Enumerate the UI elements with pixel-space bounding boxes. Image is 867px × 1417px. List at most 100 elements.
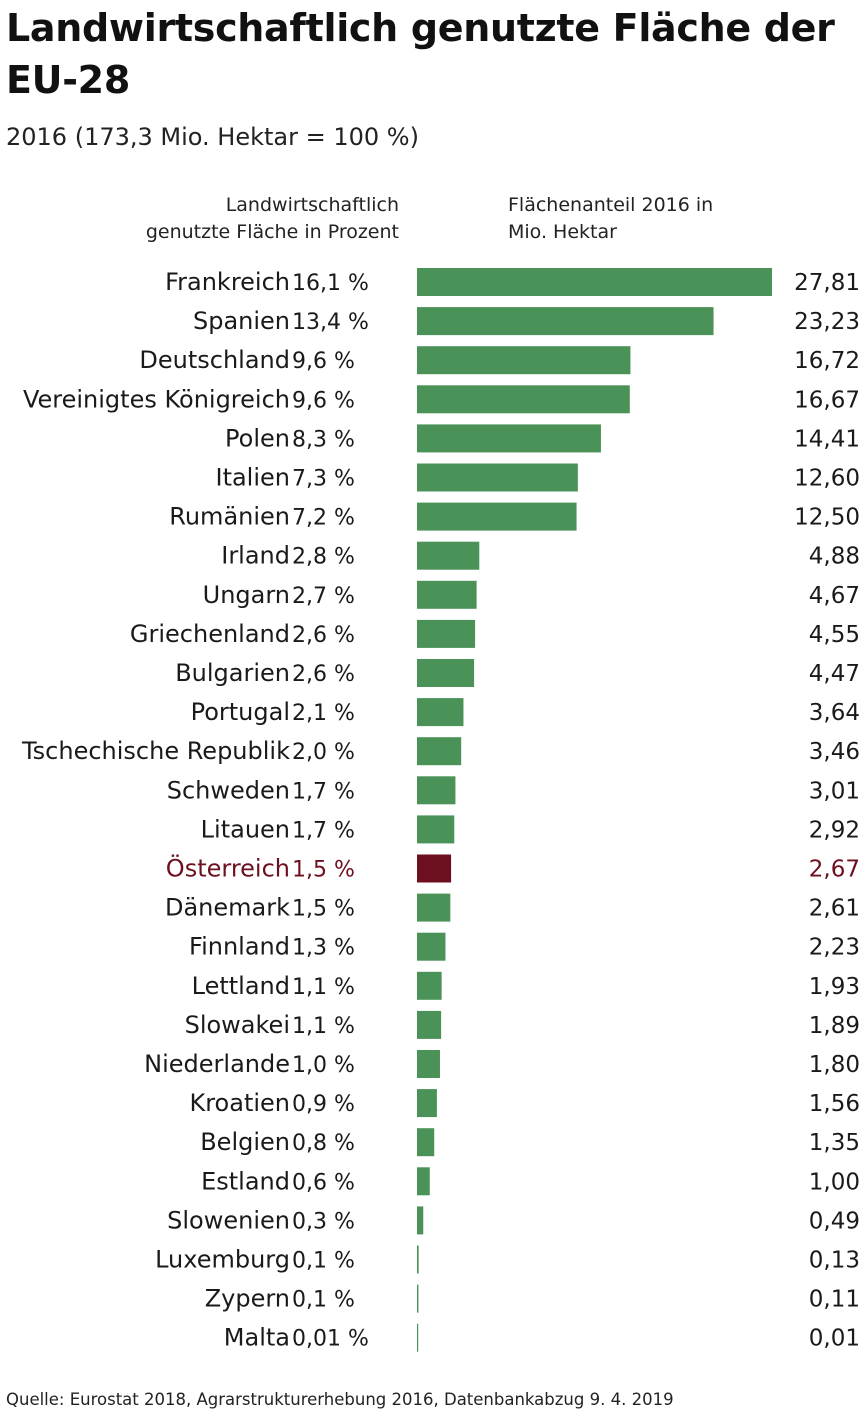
category-label-slowakei: Slowakei: [185, 1011, 290, 1039]
percent-label-deutschland: 9,6 %: [292, 349, 355, 374]
percent-label-griechenland: 2,6 %: [292, 623, 355, 648]
column-header-percent: Landwirtschaftlich genutzte Fläche in Pr…: [79, 192, 399, 246]
bar-schweden: [417, 776, 456, 805]
category-label-griechenland: Griechenland: [130, 620, 290, 648]
value-label-tschechische-republik: 3,46: [809, 739, 860, 765]
bar-vereinigtes-koenigreich: [417, 385, 630, 414]
column-header-percent-line-1: Landwirtschaftlich: [225, 194, 399, 216]
column-header-percent-line-2: genutzte Fläche in Prozent: [145, 221, 399, 243]
percent-label-polen: 8,3 %: [292, 427, 355, 452]
bar-kroatien: [417, 1089, 437, 1118]
category-label-bulgarien: Bulgarien: [175, 659, 290, 687]
category-label-italien: Italien: [215, 464, 290, 492]
bar-slowenien: [417, 1206, 424, 1235]
category-label-deutschland: Deutschland: [139, 346, 290, 374]
bar-litauen: [417, 815, 455, 844]
value-label-finnland: 2,23: [809, 935, 860, 961]
source-note: Quelle: Eurostat 2018, Agrarstrukturerhe…: [6, 1390, 674, 1409]
bar-niederlande: [417, 1050, 440, 1078]
percent-label-frankreich: 16,1 %: [292, 271, 369, 296]
chart-title: Landwirtschaftlich genutzte Fläche der E…: [6, 6, 835, 102]
percent-label-slowakei: 1,1 %: [292, 1014, 355, 1039]
category-label-vereinigtes-koenigreich: Vereinigtes Königreich: [23, 385, 290, 413]
percent-label-luxemburg: 0,1 %: [292, 1249, 355, 1274]
bar-estland: [417, 1167, 430, 1196]
percent-label-daenemark: 1,5 %: [292, 897, 355, 922]
category-label-polen: Polen: [225, 424, 290, 452]
bar-lettland: [417, 971, 442, 1000]
percent-label-oesterreich: 1,5 %: [292, 858, 355, 883]
value-label-lettland: 1,93: [809, 974, 860, 1000]
value-label-portugal: 3,64: [809, 700, 860, 726]
value-label-polen: 14,41: [794, 426, 860, 452]
value-label-kroatien: 1,56: [809, 1091, 860, 1117]
category-label-rumaenien: Rumänien: [169, 503, 290, 531]
bar-malta: [417, 1323, 419, 1352]
value-label-bulgarien: 4,47: [809, 661, 860, 687]
percent-label-vereinigtes-koenigreich: 9,6 %: [292, 388, 355, 413]
bar-slowakei: [417, 1010, 442, 1039]
category-label-malta: Malta: [224, 1324, 290, 1352]
percent-label-niederlande: 1,0 %: [292, 1053, 355, 1078]
category-label-irland: Irland: [221, 542, 290, 570]
category-label-belgien: Belgien: [200, 1128, 290, 1156]
category-label-estland: Estland: [201, 1167, 290, 1195]
category-label-schweden: Schweden: [167, 776, 290, 804]
percent-label-lettland: 1,1 %: [292, 975, 355, 1000]
percent-label-italien: 7,3 %: [292, 467, 355, 492]
column-header-hectare: Flächenanteil 2016 in Mio. Hektar: [508, 192, 828, 246]
value-label-oesterreich: 2,67: [809, 857, 860, 883]
percent-label-kroatien: 0,9 %: [292, 1092, 355, 1117]
bar-griechenland: [417, 619, 476, 648]
value-label-litauen: 2,92: [809, 817, 860, 843]
value-label-deutschland: 16,72: [794, 348, 860, 374]
column-header-hectare-line-1: Flächenanteil 2016 in: [508, 194, 714, 216]
category-label-ungarn: Ungarn: [203, 581, 290, 609]
value-label-frankreich: 27,81: [794, 270, 860, 296]
category-label-frankreich: Frankreich: [165, 268, 290, 296]
percent-label-estland: 0,6 %: [292, 1170, 355, 1195]
category-label-kroatien: Kroatien: [189, 1089, 290, 1117]
bar-luxemburg: [417, 1245, 419, 1274]
chart-subtitle: 2016 (173,3 Mio. Hektar = 100 %): [6, 123, 419, 151]
value-label-italien: 12,60: [794, 466, 860, 492]
value-label-belgien: 1,35: [809, 1130, 860, 1156]
category-label-zypern: Zypern: [205, 1285, 290, 1313]
category-label-portugal: Portugal: [191, 698, 290, 726]
bar-daenemark: [417, 893, 451, 922]
category-label-lettland: Lettland: [192, 972, 290, 1000]
category-label-slowenien: Slowenien: [167, 1206, 290, 1234]
percent-label-zypern: 0,1 %: [292, 1288, 355, 1313]
category-label-tschechische-republik: Tschechische Republik: [21, 737, 290, 765]
percent-label-spanien: 13,4 %: [292, 310, 369, 335]
value-label-luxemburg: 0,13: [809, 1248, 860, 1274]
percent-label-litauen: 1,7 %: [292, 818, 355, 843]
percent-label-ungarn: 2,7 %: [292, 584, 355, 609]
percent-label-malta: 0,01 %: [292, 1327, 369, 1352]
bar-belgien: [417, 1128, 435, 1157]
value-label-vereinigtes-koenigreich: 16,67: [794, 387, 860, 413]
value-label-schweden: 3,01: [809, 778, 860, 804]
bar-bulgarien: [417, 659, 475, 687]
value-label-rumaenien: 12,50: [794, 505, 860, 531]
percent-label-finnland: 1,3 %: [292, 936, 355, 961]
value-label-ungarn: 4,67: [809, 583, 860, 609]
percent-label-irland: 2,8 %: [292, 545, 355, 570]
value-label-estland: 1,00: [809, 1169, 860, 1195]
value-label-irland: 4,88: [809, 544, 860, 570]
category-label-litauen: Litauen: [201, 815, 290, 843]
percent-label-belgien: 0,8 %: [292, 1131, 355, 1156]
percent-label-portugal: 2,1 %: [292, 701, 355, 726]
bar-oesterreich: [417, 854, 452, 883]
category-label-finnland: Finnland: [189, 933, 290, 961]
value-label-zypern: 0,11: [809, 1287, 860, 1313]
bar-tschechische-republik: [417, 737, 462, 766]
percent-label-tschechische-republik: 2,0 %: [292, 740, 355, 765]
bar-italien: [417, 463, 578, 492]
value-label-daenemark: 2,61: [809, 896, 860, 922]
category-label-daenemark: Dänemark: [165, 894, 290, 922]
bar-frankreich: [417, 268, 772, 296]
category-label-niederlande: Niederlande: [144, 1050, 290, 1078]
bar-finnland: [417, 932, 446, 961]
